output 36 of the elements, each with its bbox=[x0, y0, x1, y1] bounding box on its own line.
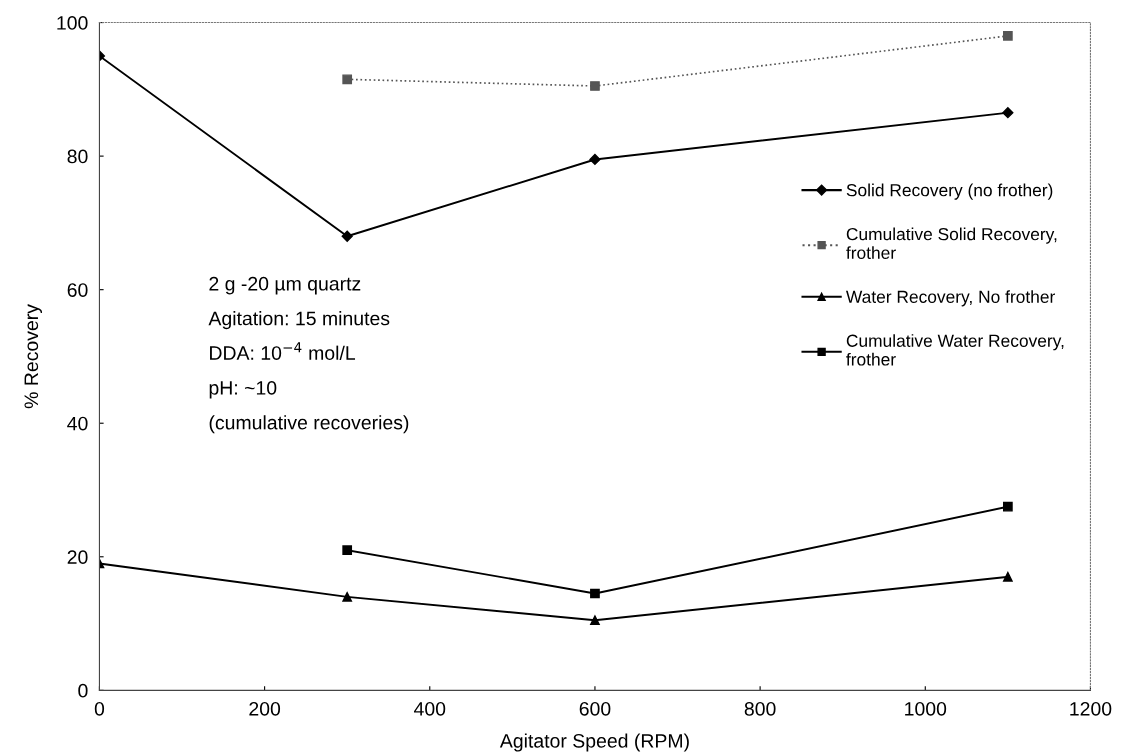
point bbox=[1003, 571, 1013, 582]
x-tick-label: 1200 bbox=[1070, 701, 1112, 716]
point bbox=[1003, 501, 1013, 512]
point bbox=[590, 81, 600, 91]
x-tick-label: 1000 bbox=[905, 701, 947, 716]
x-tick-label: 0 bbox=[94, 701, 105, 716]
legend-label: Water Recovery, No frother bbox=[845, 290, 1055, 307]
point bbox=[590, 615, 600, 626]
y-tick-label: 20 bbox=[67, 550, 88, 565]
x-tick-label: 400 bbox=[414, 701, 446, 716]
x-axis-title: Agitator Speed (RPM) bbox=[499, 733, 689, 752]
y-tick-label: 60 bbox=[67, 283, 88, 297]
legend-label: Cumulative Water Recovery, frother bbox=[846, 334, 1064, 366]
point bbox=[1002, 107, 1014, 119]
x-tick-label: 800 bbox=[744, 701, 776, 716]
legend-label: Solid Recovery (no frother) bbox=[846, 183, 1053, 200]
point bbox=[342, 591, 353, 602]
y-tick-label: 40 bbox=[67, 416, 88, 431]
x-tick-label: 200 bbox=[249, 701, 281, 716]
point bbox=[342, 545, 353, 555]
legend-label: Cumulative Solid Recovery, frother bbox=[846, 227, 1057, 259]
x-tick-label: 600 bbox=[579, 701, 611, 716]
point bbox=[1003, 31, 1013, 41]
point bbox=[589, 153, 601, 166]
annotation: Agitation: 15 minutes bbox=[208, 311, 390, 330]
annotation: (cumulative recoveries) bbox=[209, 415, 409, 434]
point bbox=[342, 74, 353, 85]
annotation: pH: ~10 bbox=[209, 381, 277, 399]
point bbox=[341, 230, 353, 242]
annotation: 2 g -20 µm quartz bbox=[209, 276, 361, 295]
y-axis-title: % Recovery bbox=[24, 304, 42, 409]
y-tick-label: 80 bbox=[67, 149, 88, 164]
y-tick-label: 0 bbox=[78, 683, 88, 698]
point bbox=[590, 588, 600, 599]
annotation: DDA: 10$^{−4}$ mol/L bbox=[210, 342, 356, 360]
y-tick-label: 100 bbox=[57, 16, 88, 30]
